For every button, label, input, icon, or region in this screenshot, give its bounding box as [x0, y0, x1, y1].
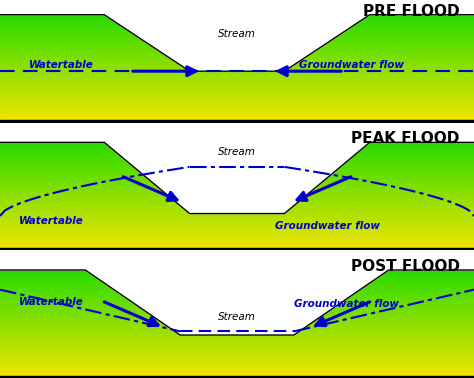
- Text: Watertable: Watertable: [19, 216, 84, 226]
- Text: Groundwater flow: Groundwater flow: [299, 60, 404, 70]
- Text: Watertable: Watertable: [28, 60, 93, 70]
- Text: PEAK FLOOD: PEAK FLOOD: [351, 131, 460, 146]
- Text: Stream: Stream: [218, 29, 256, 39]
- Text: Groundwater flow: Groundwater flow: [294, 299, 399, 309]
- Text: Stream: Stream: [218, 311, 256, 322]
- Text: Stream: Stream: [218, 147, 256, 157]
- Polygon shape: [0, 255, 474, 335]
- Text: Watertable: Watertable: [19, 297, 84, 307]
- Polygon shape: [0, 128, 474, 214]
- Polygon shape: [0, 0, 474, 71]
- Text: PRE FLOOD: PRE FLOOD: [363, 4, 460, 19]
- Text: Groundwater flow: Groundwater flow: [275, 221, 380, 231]
- Text: POST FLOOD: POST FLOOD: [351, 259, 460, 274]
